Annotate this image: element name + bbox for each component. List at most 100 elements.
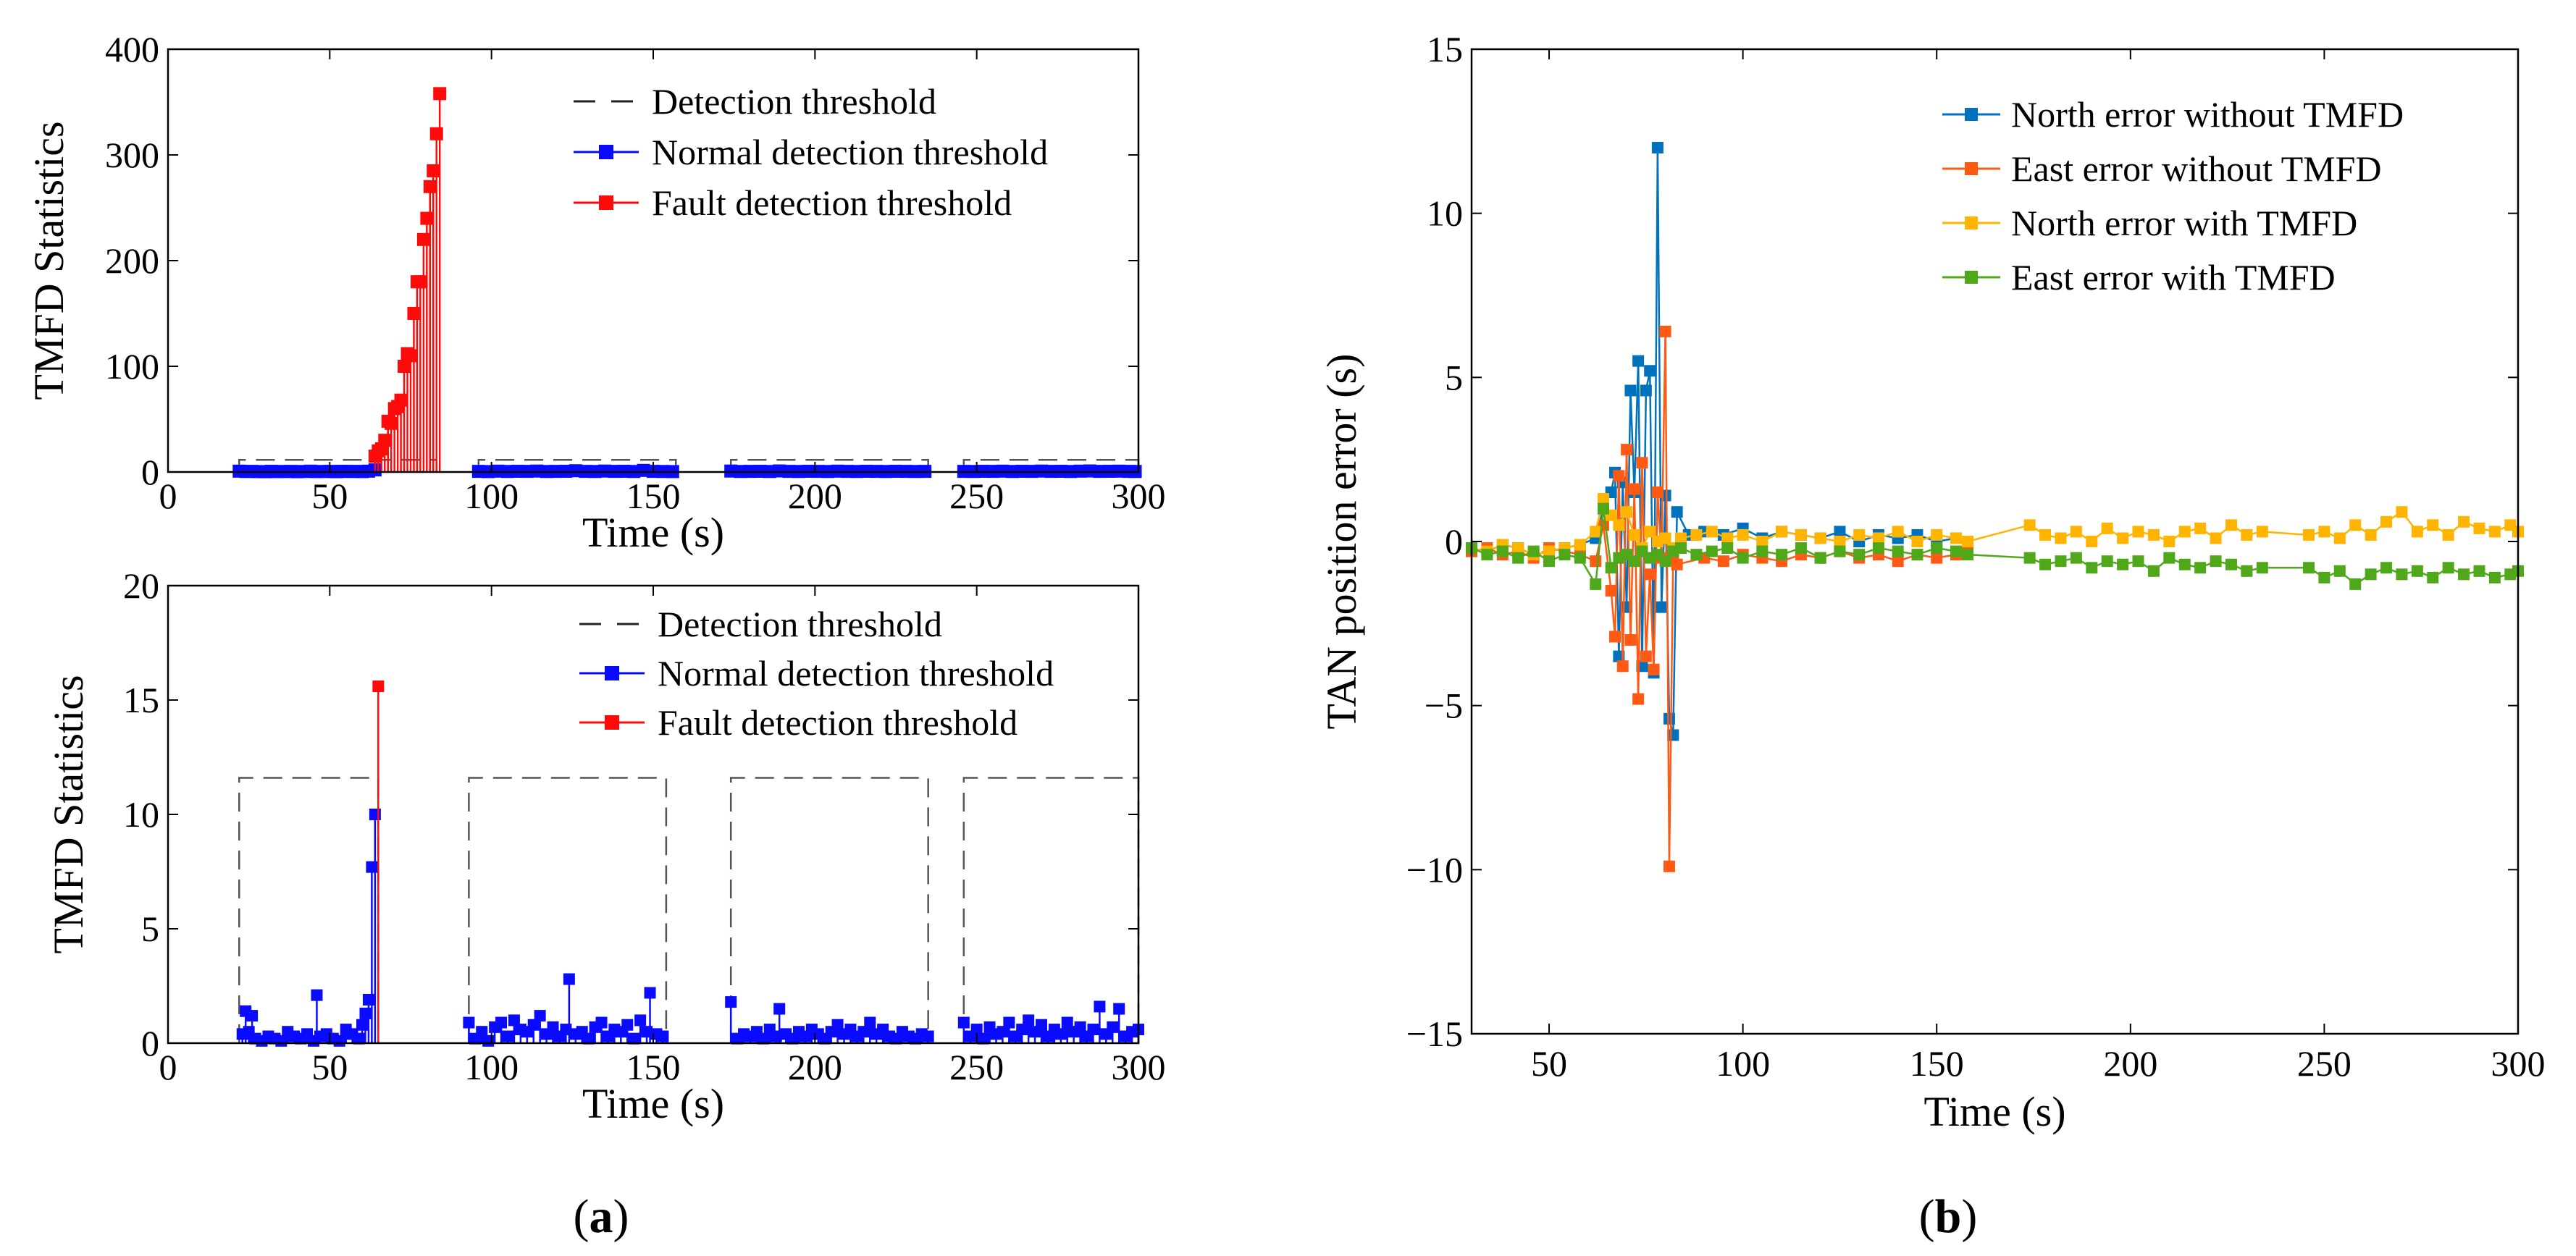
series-marker xyxy=(2178,526,2191,538)
stem-marker xyxy=(508,1014,520,1027)
stem-marker xyxy=(582,1032,595,1045)
series-marker xyxy=(2333,532,2346,544)
x-tick-label: 50 xyxy=(311,476,348,516)
threshold-window xyxy=(238,777,379,1043)
series-marker xyxy=(2349,519,2362,531)
y-tick-label: 300 xyxy=(105,135,159,175)
stem-series xyxy=(368,87,447,472)
series-marker xyxy=(1597,502,1609,515)
stem-marker xyxy=(773,1003,786,1015)
y-tick-label: −15 xyxy=(1406,1013,1463,1054)
series-marker xyxy=(1628,483,1640,495)
series-marker xyxy=(1621,444,1633,456)
x-axis-label: Time (s) xyxy=(582,509,724,556)
series-marker xyxy=(1872,542,1884,555)
series-marker xyxy=(2086,562,2098,574)
series-marker xyxy=(1621,506,1633,518)
series-marker xyxy=(2101,555,2113,568)
series-marker xyxy=(1911,549,1923,561)
line-series xyxy=(1466,502,2524,590)
threshold-window xyxy=(729,777,929,1043)
stem-marker xyxy=(634,1014,647,1027)
series-marker xyxy=(2318,571,2330,583)
stem-marker xyxy=(476,1026,488,1038)
series-marker xyxy=(1651,486,1664,498)
panel-b-chart: 50 100 150 200 250 300 −15 −10 −5 0 5 10 15 Time (s) T… xyxy=(1318,29,2546,1135)
series-marker xyxy=(2163,552,2176,564)
series-marker xyxy=(1814,552,1826,564)
series-marker xyxy=(2210,555,2222,568)
series-marker xyxy=(2210,532,2222,544)
stem-marker xyxy=(922,1030,934,1042)
series-marker xyxy=(1834,536,1846,547)
stem-marker xyxy=(864,1016,876,1029)
legend-label: Fault detection threshold xyxy=(652,182,1012,223)
series-marker xyxy=(1756,536,1769,547)
x-tick-label: 250 xyxy=(2297,1043,2351,1084)
stem-series xyxy=(232,463,1142,479)
x-tick-label: 150 xyxy=(626,476,681,516)
series-marker xyxy=(2473,565,2485,577)
stem-marker xyxy=(1113,1003,1125,1015)
series-marker xyxy=(1671,558,1683,570)
series-marker xyxy=(1756,545,1769,557)
series-marker xyxy=(1931,542,1943,555)
stem-marker xyxy=(657,1030,669,1042)
series-marker xyxy=(2365,528,2377,541)
series-marker xyxy=(1613,470,1625,482)
series-marker xyxy=(1590,578,1602,590)
series-marker xyxy=(1892,555,1904,568)
stem-marker xyxy=(628,1032,640,1045)
series-marker xyxy=(1675,532,1687,544)
x-tick-label: 300 xyxy=(2491,1043,2546,1084)
series-marker xyxy=(2225,519,2237,531)
series-marker xyxy=(1690,549,1703,561)
series-marker xyxy=(1950,545,1962,557)
threshold-window xyxy=(962,777,1140,1043)
panel-label-b: (b) xyxy=(1919,1190,1978,1243)
stem-series xyxy=(372,680,385,1043)
series-marker xyxy=(1632,355,1645,367)
series-marker xyxy=(1597,493,1609,505)
y-tick-label: 0 xyxy=(1445,521,1463,562)
y-tick-label: 15 xyxy=(1427,29,1463,69)
series-marker xyxy=(2411,565,2423,577)
series-marker xyxy=(1671,506,1683,518)
series-marker xyxy=(2380,562,2393,574)
series-marker xyxy=(1590,555,1602,568)
x-tick-label: 300 xyxy=(1112,1047,1166,1087)
series-marker xyxy=(2473,522,2485,534)
series-marker xyxy=(1853,528,1866,541)
stem-series xyxy=(725,996,934,1045)
x-axis-label: Time (s) xyxy=(1923,1088,2065,1135)
stem-marker xyxy=(502,1030,513,1042)
stem-marker xyxy=(414,275,427,289)
y-tick-label: 5 xyxy=(141,909,159,949)
y-tick-label: 20 xyxy=(123,565,159,606)
stem-marker xyxy=(977,1032,989,1045)
stem-marker xyxy=(970,1024,983,1036)
series-marker xyxy=(2411,526,2423,538)
x-tick-label: 200 xyxy=(788,1047,842,1087)
series-marker xyxy=(1613,519,1625,531)
series-marker xyxy=(1663,860,1675,872)
series-marker xyxy=(2241,528,2253,541)
series-marker xyxy=(1659,555,1671,568)
series-marker xyxy=(2442,528,2454,541)
y-axis-label: TMFD Statistics xyxy=(45,675,92,953)
series-line xyxy=(1471,331,1968,867)
series-marker xyxy=(1543,545,1556,557)
series-marker xyxy=(2178,558,2191,570)
series-marker xyxy=(1640,384,1652,397)
x-tick-label: 0 xyxy=(159,476,177,516)
legend-label: North error with TMFD xyxy=(2011,203,2357,243)
series-marker xyxy=(1605,585,1617,597)
series-marker xyxy=(1706,526,1718,538)
series-marker xyxy=(1659,325,1671,337)
stem-series xyxy=(957,1000,1144,1045)
panel-label-a: (a) xyxy=(574,1190,629,1243)
series-marker xyxy=(2147,528,2160,541)
legend-label: Detection threshold xyxy=(658,604,942,644)
series-marker xyxy=(1481,549,1493,561)
series-marker xyxy=(2256,562,2268,574)
